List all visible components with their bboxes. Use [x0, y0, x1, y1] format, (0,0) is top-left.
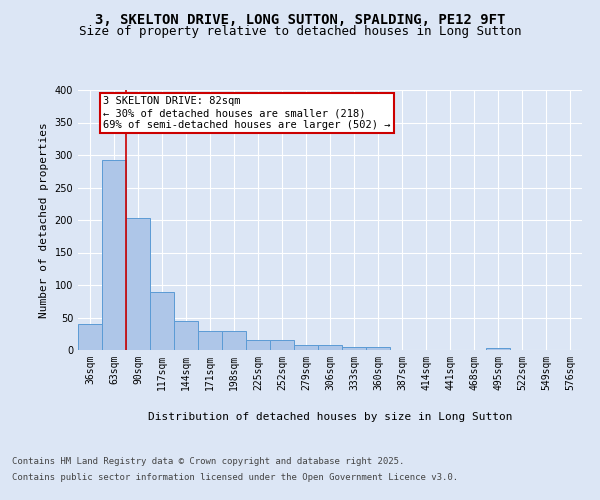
Bar — [246, 340, 270, 350]
Y-axis label: Number of detached properties: Number of detached properties — [39, 122, 49, 318]
Bar — [318, 346, 342, 350]
Text: 3 SKELTON DRIVE: 82sqm
← 30% of detached houses are smaller (218)
69% of semi-de: 3 SKELTON DRIVE: 82sqm ← 30% of detached… — [103, 96, 391, 130]
Bar — [198, 331, 222, 350]
Bar — [294, 345, 318, 350]
Text: Contains HM Land Registry data © Crown copyright and database right 2025.: Contains HM Land Registry data © Crown c… — [12, 458, 404, 466]
Text: Contains public sector information licensed under the Open Government Licence v3: Contains public sector information licen… — [12, 472, 458, 482]
Bar — [150, 292, 174, 350]
Bar — [366, 347, 390, 350]
Text: 3, SKELTON DRIVE, LONG SUTTON, SPALDING, PE12 9FT: 3, SKELTON DRIVE, LONG SUTTON, SPALDING,… — [95, 12, 505, 26]
Bar — [78, 324, 102, 350]
Bar — [222, 331, 246, 350]
Bar — [174, 322, 198, 350]
Text: Distribution of detached houses by size in Long Sutton: Distribution of detached houses by size … — [148, 412, 512, 422]
Text: Size of property relative to detached houses in Long Sutton: Size of property relative to detached ho… — [79, 25, 521, 38]
Bar — [342, 347, 366, 350]
Bar — [486, 348, 510, 350]
Bar — [126, 218, 150, 350]
Bar — [270, 340, 294, 350]
Bar — [102, 160, 126, 350]
